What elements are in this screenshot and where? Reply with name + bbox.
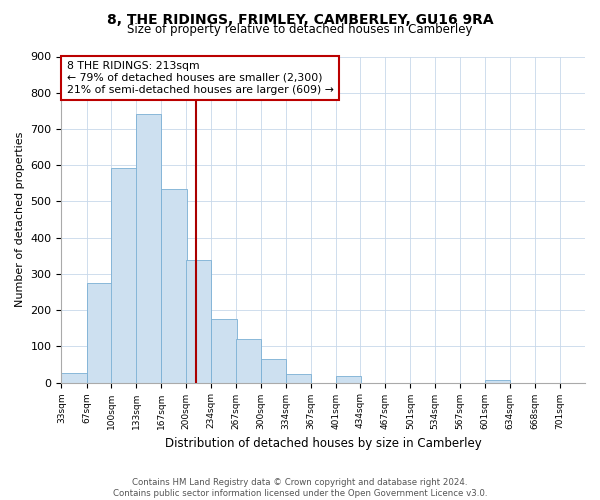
Bar — [112, 168, 137, 382]
Bar — [186, 260, 211, 382]
Y-axis label: Number of detached properties: Number of detached properties — [15, 132, 25, 307]
Bar — [161, 188, 187, 382]
Bar — [87, 283, 112, 382]
Text: 8, THE RIDINGS, FRIMLEY, CAMBERLEY, GU16 9RA: 8, THE RIDINGS, FRIMLEY, CAMBERLEY, GU16… — [107, 12, 493, 26]
Bar — [286, 374, 311, 382]
X-axis label: Distribution of detached houses by size in Camberley: Distribution of detached houses by size … — [165, 437, 482, 450]
Bar — [336, 376, 361, 382]
Bar — [485, 380, 511, 382]
Bar — [260, 359, 286, 382]
Text: 8 THE RIDINGS: 213sqm
← 79% of detached houses are smaller (2,300)
21% of semi-d: 8 THE RIDINGS: 213sqm ← 79% of detached … — [67, 62, 334, 94]
Bar — [61, 373, 87, 382]
Text: Contains HM Land Registry data © Crown copyright and database right 2024.
Contai: Contains HM Land Registry data © Crown c… — [113, 478, 487, 498]
Bar — [136, 114, 161, 382]
Text: Size of property relative to detached houses in Camberley: Size of property relative to detached ho… — [127, 22, 473, 36]
Bar — [236, 339, 261, 382]
Bar — [211, 319, 236, 382]
